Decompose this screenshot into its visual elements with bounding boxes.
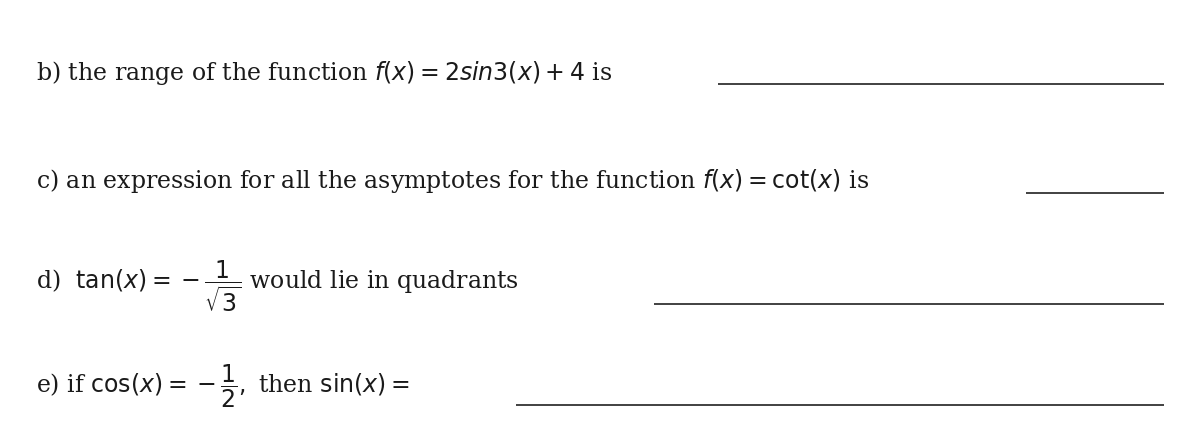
Text: c) an expression for all the asymptotes for the function $f(x) = \cot(x)$ is: c) an expression for all the asymptotes … bbox=[36, 167, 869, 195]
Text: e) if $\cos(x) = -\dfrac{1}{2},$ then $\sin(x) =$: e) if $\cos(x) = -\dfrac{1}{2},$ then $\… bbox=[36, 362, 410, 409]
Text: b) the range of the function $f(x) = 2sin3(x) + 4$ is: b) the range of the function $f(x) = 2si… bbox=[36, 58, 612, 86]
Text: d)  $\tan(x) = -\dfrac{1}{\sqrt{3}}$ would lie in quadrants: d) $\tan(x) = -\dfrac{1}{\sqrt{3}}$ woul… bbox=[36, 258, 518, 313]
